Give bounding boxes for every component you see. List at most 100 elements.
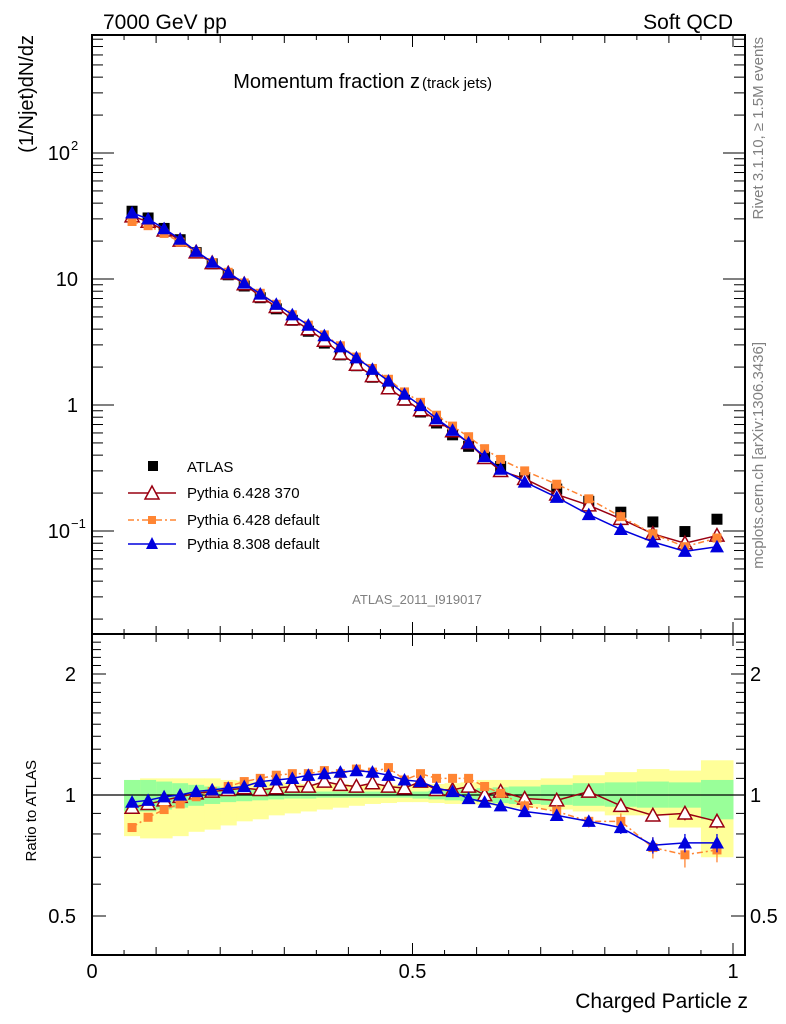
legend-item-pythia6-370: Pythia 6.428 370: [128, 484, 300, 502]
point-pythia-8-308-default: [189, 784, 204, 798]
point-pythia-8-308-default: [237, 275, 252, 289]
point-pythia-6-428-default: [496, 788, 506, 798]
point-pythia-6-428-370: [708, 812, 726, 828]
point-pythia-6-428-default: [552, 479, 562, 489]
point-pythia-6-428-370: [251, 781, 269, 797]
point-pythia-8-308-default: [413, 774, 428, 788]
point-pythia-6-428-370: [268, 779, 285, 795]
point-pythia-8-308-default: [141, 211, 156, 225]
legend-label-pythia6-default: Pythia 6.428 default: [187, 512, 320, 529]
point-pythia-6-428-370: [380, 777, 397, 793]
point-pythia-8-308-default: [173, 232, 188, 245]
y-tick-label: 10: [48, 143, 70, 165]
point-pythia-8-308-default: [365, 362, 380, 375]
legend-marker-pythia6-370: [143, 484, 161, 500]
point-pythia-6-428-default: [480, 444, 490, 454]
legend-marker-atlas: [148, 461, 158, 471]
point-pythia-8-308-default: [613, 820, 628, 834]
point-pythia-8-308-default: [397, 387, 412, 400]
point-pythia-6-428-default: [496, 454, 506, 464]
chart-title-sub: (track jets): [422, 75, 492, 92]
point-pythia-8-308-default: [205, 782, 220, 796]
point-pythia-6-428-370: [612, 797, 630, 813]
y-axis-label: (1/Njet)dN/dz: [16, 35, 38, 153]
point-pythia-6-428-370: [364, 367, 381, 383]
point-pythia-6-428-default: [480, 781, 490, 791]
legend-item-pythia6-default: Pythia 6.428 default: [128, 512, 320, 529]
point-pythia-8-308-default: [477, 795, 492, 808]
point-pythia-6-428-default: [127, 216, 137, 226]
mcplots-info-label: mcplots.cern.ch [arXiv:1306.3436]: [750, 342, 767, 569]
point-pythia-8-308-default: [709, 539, 724, 553]
x-axis-label: Charged Particle z: [575, 990, 748, 1013]
point-pythia-8-308-default: [493, 462, 508, 475]
ratio-y-tick-label: 0.5: [48, 906, 76, 928]
point-pythia-8-308-default: [189, 244, 204, 257]
point-pythia-8-308-default: [549, 808, 564, 821]
point-pythia-6-428-default: [175, 799, 185, 809]
point-pythia-8-308-default: [125, 205, 140, 219]
point-atlas: [679, 526, 691, 538]
point-pythia-8-308-default: [429, 781, 444, 794]
point-pythia-8-308-default: [517, 474, 532, 488]
ratio-panel: [91, 633, 746, 956]
point-pythia-8-308-default: [221, 781, 236, 794]
point-pythia-8-308-default: [381, 768, 396, 781]
rivet-info-label: Rivet 3.1.10, ≥ 1.5M events: [750, 37, 767, 220]
point-pythia-6-428-370: [348, 777, 365, 793]
point-pythia-6-428-default: [616, 512, 626, 522]
point-pythia-8-308-default: [445, 784, 460, 798]
point-pythia-6-428-370: [396, 779, 413, 795]
stat-uncertainty-band: [700, 779, 734, 820]
x-tick-label: 0.5: [399, 961, 427, 983]
point-pythia-8-308-default: [253, 287, 268, 300]
legend-item-atlas: ATLAS: [148, 459, 233, 476]
ratio-y-axis-label: Ratio to ATLAS: [23, 760, 40, 861]
point-pythia-6-428-default: [383, 763, 393, 773]
point-pythia-6-428-370: [284, 777, 301, 793]
point-pythia-6-428-default: [448, 773, 458, 783]
y-tick-label-exponent: −1: [71, 516, 86, 531]
point-pythia-6-428-default: [520, 466, 530, 476]
x-tick-label: 0: [86, 961, 97, 983]
y-tick-label: 10: [48, 521, 70, 543]
ratio-y-tick-label-right: 2: [750, 664, 761, 686]
point-pythia-8-308-default: [493, 798, 508, 812]
legend-marker-pythia6-default: [148, 516, 156, 524]
point-pythia-6-428-370: [380, 379, 397, 395]
legend: ATLAS Pythia 6.428 370 Pythia 6.428 defa…: [128, 459, 320, 553]
point-pythia-8-308-default: [269, 772, 284, 786]
point-pythia-8-308-default: [645, 838, 660, 851]
point-pythia-8-308-default: [645, 534, 660, 548]
point-pythia-8-308-default: [301, 768, 316, 781]
header-right: Soft QCD: [643, 11, 733, 34]
point-pythia-8-308-default: [157, 221, 172, 235]
point-pythia-8-308-default: [221, 265, 236, 279]
ratio-y-tick-label: 1: [65, 785, 76, 807]
point-pythia-6-428-default: [648, 529, 658, 539]
point-pythia-8-308-default: [381, 374, 396, 387]
analysis-label: ATLAS_2011_I919017: [352, 592, 482, 607]
point-pythia-6-428-default: [432, 773, 442, 783]
point-pythia-8-308-default: [253, 774, 268, 788]
point-pythia-8-308-default: [445, 423, 460, 436]
point-pythia-6-428-370: [676, 804, 694, 820]
legend-label-pythia8-default: Pythia 8.308 default: [187, 536, 320, 553]
main-panel: [91, 34, 746, 635]
point-pythia-8-308-default: [317, 766, 332, 780]
point-pythia-6-428-default: [584, 494, 594, 504]
point-pythia-6-428-370: [580, 782, 598, 798]
point-pythia-8-308-default: [477, 449, 492, 463]
y-tick-label: 1: [67, 395, 78, 417]
point-pythia-8-308-default: [141, 793, 156, 806]
point-pythia-8-308-default: [317, 328, 332, 342]
x-tick-label: 1: [727, 961, 738, 983]
point-pythia-6-428-default: [712, 533, 722, 543]
ratio-y-tick-label-right: 0.5: [750, 906, 778, 928]
point-pythia-8-308-default: [205, 255, 220, 268]
point-pythia-8-308-default: [413, 398, 428, 412]
point-pythia-8-308-default: [397, 772, 412, 786]
point-pythia-6-428-370: [316, 773, 333, 788]
point-pythia-6-428-default: [464, 773, 474, 783]
